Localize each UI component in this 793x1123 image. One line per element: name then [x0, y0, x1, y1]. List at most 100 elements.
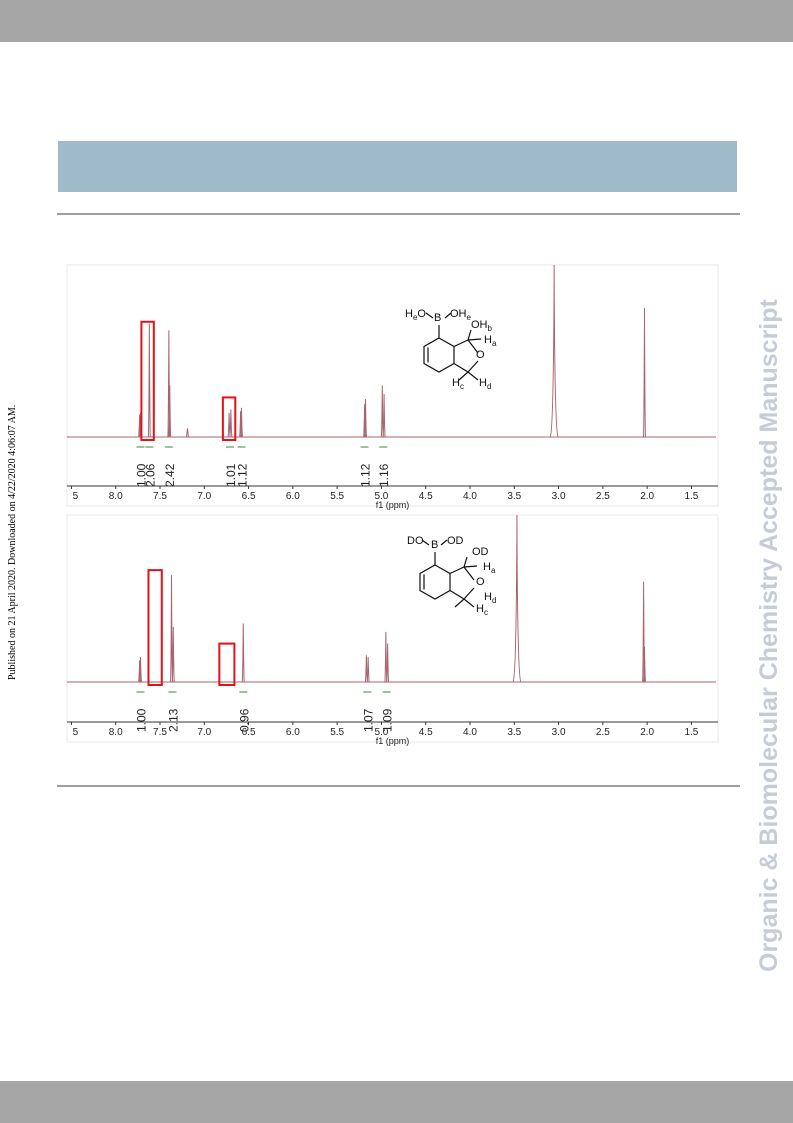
highlight-box	[147, 569, 163, 686]
x-tick-label: 3.5	[507, 727, 521, 738]
atom-text: H	[452, 377, 460, 389]
peak	[512, 514, 522, 683]
highlight-box	[218, 642, 236, 687]
peak	[229, 409, 233, 438]
x-tick-label: 4.0	[463, 491, 477, 502]
x-tick-label: 6.0	[286, 491, 300, 502]
peak	[239, 407, 243, 438]
spectrum-panel: 1.00 2.13 0.96 1.07 1.09 5 8.0 7.5 7.0 6.5 6.0 5.5 5…	[66, 514, 719, 746]
peak	[171, 626, 175, 683]
peak	[241, 623, 245, 683]
integral-label: 1.12	[235, 463, 249, 487]
peak	[239, 411, 243, 438]
x-tick-label: 4.5	[419, 491, 433, 502]
atom-subscript: a	[492, 339, 497, 348]
integral-label: 1.00	[135, 708, 149, 732]
atom-label: Hc	[476, 603, 488, 617]
atom-label: B	[431, 539, 438, 551]
atom-text: B	[434, 312, 441, 324]
x-tick-label: 1.5	[684, 491, 698, 502]
atom-text: H	[483, 561, 491, 573]
atom-text: O	[476, 349, 485, 361]
x-tick-label: 5	[73, 491, 79, 502]
atom-text: OD	[472, 546, 489, 558]
x-tick-label: 8.0	[109, 727, 123, 738]
peak	[386, 643, 390, 683]
integral-label: 1.09	[381, 708, 395, 732]
peak	[139, 656, 143, 683]
x-tick-label: 2.0	[640, 727, 654, 738]
atom-label: HeO	[405, 308, 426, 322]
peak	[138, 660, 142, 683]
atom-label: OHe	[450, 308, 472, 322]
atom-label: DO	[407, 535, 424, 547]
atom-label: Ha	[483, 561, 496, 575]
atom-text: OH	[471, 319, 488, 331]
peak	[363, 399, 367, 438]
atom-label: OD	[472, 546, 489, 558]
highlight-box	[140, 320, 155, 442]
x-tick-label: 2.0	[640, 491, 654, 502]
atom-text: H	[479, 377, 487, 389]
x-tick-label: 1.5	[684, 727, 698, 738]
atom-subscript: c	[484, 608, 488, 617]
integral-label: 2.42	[163, 463, 177, 487]
atom-text: DO	[407, 535, 424, 547]
x-axis-label: f1 (ppm)	[376, 500, 410, 510]
panel-frame	[66, 264, 719, 507]
atom-text: O	[476, 576, 485, 588]
integral-label: 1.00	[135, 463, 149, 487]
atom-subscript: e	[413, 313, 418, 322]
x-tick-label: 4.5	[419, 727, 433, 738]
integral-label: 1.01	[224, 463, 238, 487]
peak	[642, 646, 646, 683]
caption-box	[58, 141, 737, 192]
x-tick-label: 7.0	[197, 727, 211, 738]
x-tick-label: 5.5	[330, 727, 344, 738]
integral-label: 1.16	[377, 463, 391, 487]
x-tick-label: 5.0	[374, 727, 388, 738]
peak	[168, 385, 172, 438]
header-bar	[0, 0, 793, 42]
x-tick-label: 3.0	[552, 491, 566, 502]
molecule-bonds	[423, 312, 482, 381]
peak	[170, 575, 174, 683]
panel-frame	[66, 514, 719, 743]
watermark: Organic & Biomolecular Chemistry Accepte…	[755, 298, 783, 972]
peak	[549, 264, 559, 438]
x-tick-label: 6.5	[242, 727, 256, 738]
atom-subscript: c	[460, 382, 464, 391]
atom-subscript: a	[491, 566, 496, 575]
peak	[382, 393, 386, 438]
x-tick-label: 5	[73, 727, 79, 738]
x-tick-label: 6.5	[242, 491, 256, 502]
atom-subscript: e	[467, 313, 472, 322]
peak	[138, 414, 142, 438]
x-tick-label: 7.5	[153, 491, 167, 502]
integral-label: 1.12	[359, 463, 373, 487]
atom-label: Hc	[452, 377, 464, 391]
integral-label: 0.96	[237, 708, 251, 732]
x-tick-label: 2.5	[596, 727, 610, 738]
atom-label: B	[434, 312, 441, 324]
atom-text: H	[405, 308, 413, 320]
x-tick-label: 7.5	[153, 727, 167, 738]
footer-bar	[0, 1081, 793, 1123]
integral-label: 1.07	[361, 708, 375, 732]
atom-text: OH	[450, 308, 467, 320]
atom-label: Ha	[484, 334, 497, 348]
x-tick-label: 3.0	[552, 727, 566, 738]
peak	[366, 656, 370, 683]
atom-label: O	[476, 349, 485, 361]
atom-label: O	[476, 576, 485, 588]
atom-text: B	[431, 539, 438, 551]
peak	[147, 323, 151, 438]
x-axis-label: f1 (ppm)	[376, 736, 410, 746]
atom-text: OD	[447, 535, 464, 547]
peak	[363, 404, 367, 438]
atom-text: H	[484, 334, 492, 346]
atom-text: O	[417, 308, 426, 320]
x-tick-label: 8.0	[109, 491, 123, 502]
